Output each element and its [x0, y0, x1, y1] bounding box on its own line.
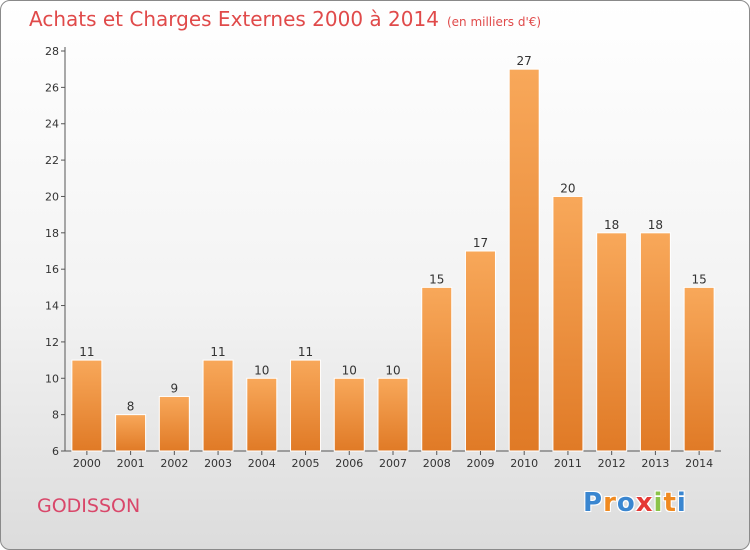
bar [552, 195, 584, 452]
bar-value-label: 20 [560, 181, 575, 195]
x-tick-label: 2002 [160, 457, 188, 470]
y-tick-label: 18 [45, 227, 59, 240]
x-tick-label: 2004 [248, 457, 276, 470]
bar-value-label: 11 [79, 345, 94, 359]
y-tick-label: 26 [45, 81, 59, 94]
x-tick-label: 2011 [554, 457, 582, 470]
chart-title: Achats et Charges Externes 2000 à 2014 (e… [29, 7, 541, 31]
logo-letter: t [663, 488, 677, 518]
y-tick-label: 22 [45, 154, 59, 167]
bar [683, 286, 715, 452]
x-tick-label: 2014 [685, 457, 713, 470]
bar [596, 232, 628, 452]
x-tick-label: 2007 [379, 457, 407, 470]
bar-value-label: 10 [385, 363, 400, 377]
bar [71, 359, 103, 452]
y-tick-label: 16 [45, 263, 59, 276]
x-tick-label: 2009 [466, 457, 494, 470]
y-tick-label: 28 [45, 45, 59, 58]
bar-value-label: 8 [127, 400, 135, 414]
bar [421, 286, 453, 452]
chart-unit-label: (en milliers d'€) [446, 15, 542, 29]
bar-value-label: 11 [210, 345, 225, 359]
y-tick-label: 24 [45, 118, 59, 131]
x-tick-label: 2008 [423, 457, 451, 470]
x-tick-label: 2001 [117, 457, 145, 470]
bar [290, 359, 322, 452]
chart-title-text: Achats et Charges Externes 2000 à 2014 [29, 7, 439, 31]
bar [464, 250, 496, 452]
bar-value-label: 15 [691, 272, 706, 286]
x-tick-label: 2012 [598, 457, 626, 470]
y-tick-label: 20 [45, 190, 59, 203]
y-tick-label: 6 [52, 445, 59, 458]
y-tick-label: 8 [52, 409, 59, 422]
x-tick-label: 2006 [335, 457, 363, 470]
proxiti-logo[interactable]: Proxiti [583, 488, 687, 518]
bar-value-label: 15 [429, 272, 444, 286]
bar-value-label: 18 [648, 218, 663, 232]
bar-value-label: 9 [171, 381, 179, 395]
town-name: GODISSON [37, 495, 141, 517]
y-tick-label: 10 [45, 372, 59, 385]
logo-letter: P [583, 488, 604, 518]
bar-value-label: 10 [254, 363, 269, 377]
bar [246, 377, 278, 452]
bar [333, 377, 365, 452]
bar [639, 232, 671, 452]
x-tick-label: 2005 [292, 457, 320, 470]
bar-value-label: 11 [298, 345, 313, 359]
bar [115, 414, 147, 452]
logo-letter: i [676, 488, 687, 518]
x-tick-label: 2000 [73, 457, 101, 470]
bar-value-label: 18 [604, 218, 619, 232]
logo-letter: r [603, 488, 617, 518]
y-tick-label: 14 [45, 300, 59, 313]
logo-letter: i [653, 488, 664, 518]
y-tick-label: 12 [45, 336, 59, 349]
logo-letter: o [616, 488, 636, 518]
x-tick-label: 2003 [204, 457, 232, 470]
bar [508, 68, 540, 452]
logo-letter: x [635, 488, 654, 518]
bar [377, 377, 409, 452]
x-tick-label: 2010 [510, 457, 538, 470]
bar-value-label: 17 [473, 236, 488, 250]
bar [202, 359, 234, 452]
x-tick-label: 2013 [641, 457, 669, 470]
bar-value-label: 10 [342, 363, 357, 377]
bar-value-label: 27 [517, 54, 532, 68]
bar [158, 395, 190, 452]
